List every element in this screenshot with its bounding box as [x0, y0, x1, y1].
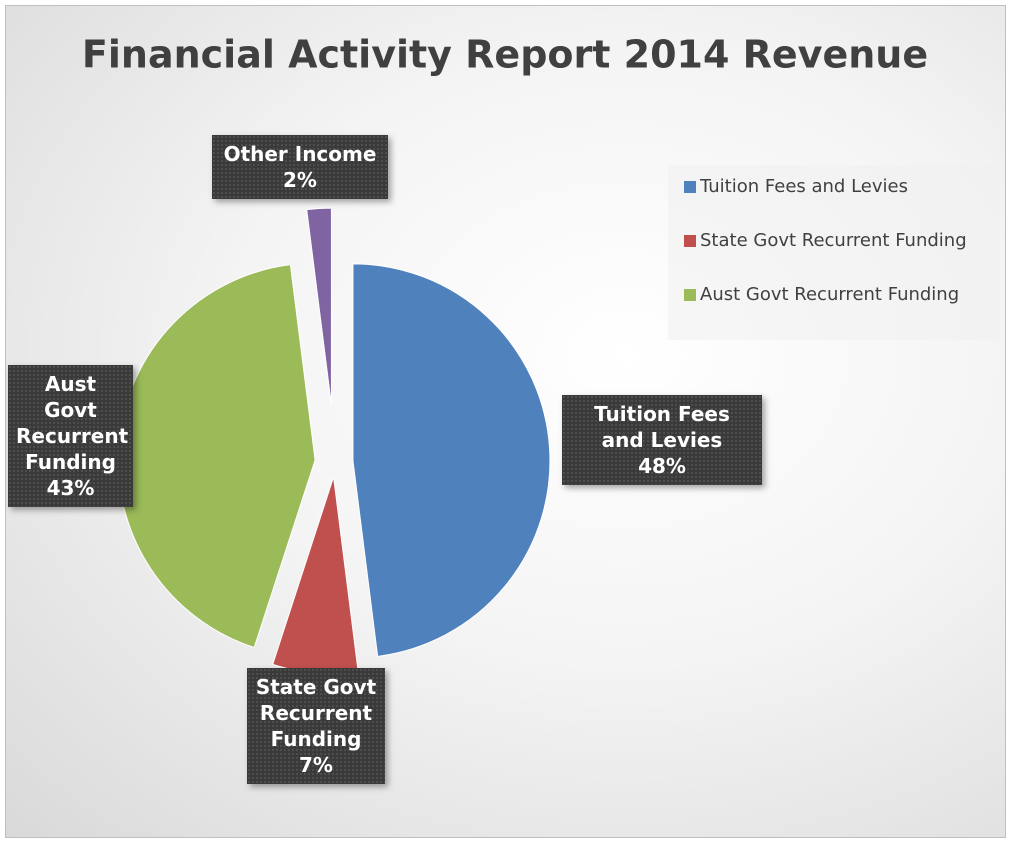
pie-slice: [352, 263, 551, 657]
pie-slice: [306, 207, 332, 406]
data-label-value: 48%: [638, 454, 686, 478]
data-label-value: 43%: [46, 476, 95, 500]
data-label-value: 2%: [283, 168, 317, 192]
legend-label: Tuition Fees and Levies: [700, 176, 908, 197]
legend-label: Aust Govt Recurrent Funding: [700, 284, 960, 305]
data-label-category: Aust Govt Recurrent Funding: [16, 372, 129, 474]
data-label: Other Income 2%: [212, 135, 388, 199]
data-label: Tuition Fees and Levies 48%: [562, 395, 762, 485]
legend-entry: Tuition Fees and Levies: [684, 175, 990, 199]
data-label-category: Other Income: [223, 142, 377, 166]
legend-label: State Govt Recurrent Funding: [700, 230, 967, 251]
legend-swatch: [684, 289, 696, 301]
data-label: Aust Govt Recurrent Funding 43%: [8, 365, 133, 507]
legend-entry: Aust Govt Recurrent Funding: [684, 283, 990, 307]
legend-swatch: [684, 235, 696, 247]
data-label-category: State Govt Recurrent Funding: [255, 675, 377, 751]
data-label-value: 7%: [299, 753, 333, 777]
data-label: State Govt Recurrent Funding 7%: [247, 668, 385, 784]
legend-entry: State Govt Recurrent Funding: [684, 229, 990, 253]
chart-title: Financial Activity Report 2014 Revenue: [82, 33, 928, 77]
legend: Tuition Fees and Levies State Govt Recurr…: [668, 165, 1000, 340]
legend-swatch: [684, 181, 696, 193]
pie-slice: [117, 264, 316, 649]
data-label-category: Tuition Fees and Levies: [594, 402, 730, 452]
